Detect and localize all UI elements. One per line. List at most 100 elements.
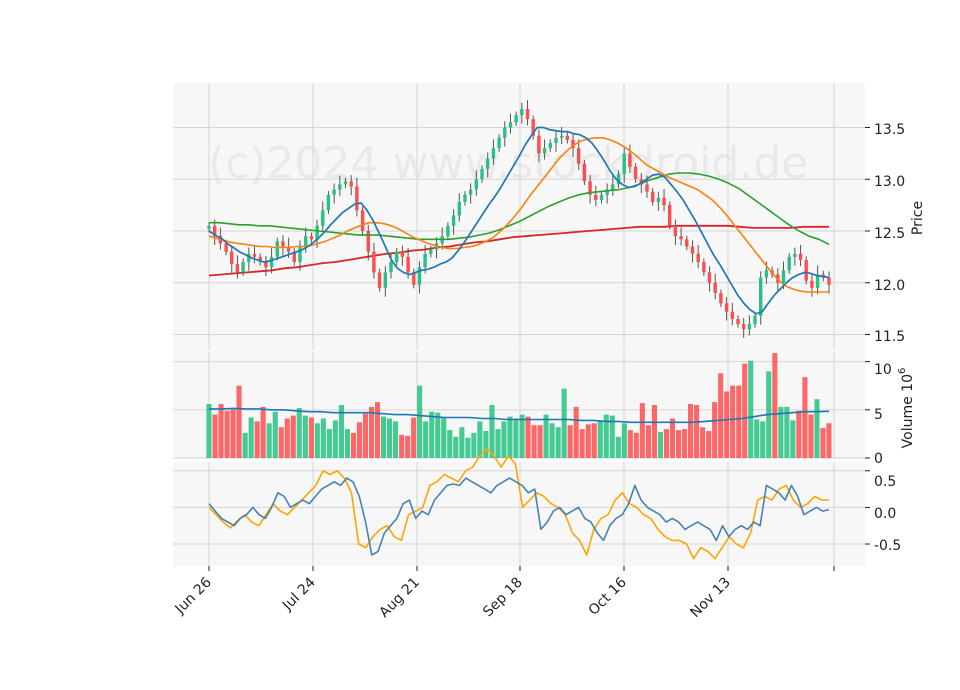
candle-body	[423, 253, 427, 268]
volume-bar	[278, 427, 284, 458]
volume-bar	[561, 388, 567, 458]
candle-body	[315, 225, 319, 240]
candle-body	[332, 189, 336, 195]
volume-bar	[362, 413, 368, 458]
x-tick-label: Nov 13	[687, 575, 733, 621]
candle-body	[247, 253, 251, 263]
volume-bar	[754, 419, 760, 458]
ma-mid-line	[208, 137, 829, 293]
volume-tick-label: 10	[874, 362, 892, 378]
price-tick-label: 11.5	[874, 329, 905, 345]
candle-body	[349, 181, 353, 187]
volume-bar	[585, 424, 591, 458]
candle-body	[224, 243, 228, 252]
volume-bar	[796, 410, 802, 458]
candle-body	[628, 153, 632, 167]
volume-bar	[639, 403, 645, 458]
candle-body	[577, 148, 581, 164]
candle-body	[781, 270, 786, 283]
volume-bar	[302, 415, 308, 458]
moving-average-series	[208, 126, 830, 315]
candle-body	[645, 184, 649, 192]
volume-bar	[387, 418, 393, 458]
volume-bar	[742, 363, 748, 458]
volume-bar	[627, 430, 633, 458]
candle-body	[304, 236, 308, 247]
volume-bar	[663, 429, 669, 458]
candle-body	[326, 194, 331, 211]
candlestick-series	[207, 100, 831, 339]
candle-body	[616, 174, 621, 185]
candle-body	[702, 262, 706, 273]
candle-body	[355, 186, 359, 211]
volume-bar	[308, 417, 314, 458]
candle-body	[275, 241, 279, 257]
x-tick-label: Jul 24	[279, 574, 319, 614]
candle-body	[827, 277, 831, 285]
candle-body	[366, 231, 370, 252]
candle-body	[730, 311, 734, 319]
volume-bar	[814, 399, 820, 458]
candle-body	[747, 324, 752, 330]
volume-bar	[435, 412, 441, 458]
volume-bar	[669, 418, 675, 458]
volume-bar	[615, 436, 621, 458]
volume-bar	[748, 360, 754, 458]
candle-body	[281, 241, 285, 247]
candle-body	[582, 163, 587, 182]
candle-body	[673, 225, 678, 237]
volume-axis-title: Volume 106	[897, 368, 916, 449]
candle-body	[588, 181, 592, 195]
volume-bar	[501, 421, 507, 458]
x-tick-label: Sep 18	[480, 575, 526, 621]
candle-body	[668, 205, 672, 226]
candle-body	[639, 179, 643, 185]
candle-body	[685, 239, 689, 247]
volume-bar	[519, 414, 525, 458]
candle-body	[611, 184, 615, 190]
volume-bar	[700, 427, 706, 458]
volume-bar	[609, 415, 615, 458]
candle-body	[343, 181, 348, 185]
volume-bar	[784, 406, 790, 458]
volume-bar	[411, 417, 417, 458]
volume-bar	[375, 402, 381, 458]
volume-bar	[808, 414, 814, 458]
candle-body	[372, 251, 376, 273]
price-tick-label: 12.0	[874, 278, 905, 294]
volume-bar	[212, 414, 218, 458]
volume-bar	[567, 425, 573, 458]
volume-bar	[591, 423, 597, 458]
volume-tick-label: 0	[874, 451, 883, 467]
volume-bar	[320, 418, 326, 458]
volume-bar	[356, 422, 362, 458]
candle-body	[554, 137, 558, 143]
volume-bar	[326, 429, 332, 458]
candle-body	[622, 153, 626, 175]
volume-bar	[694, 405, 700, 458]
volume-bar	[495, 429, 501, 458]
ma-200-series	[208, 224, 829, 277]
volume-bar	[459, 427, 465, 458]
candle-body	[594, 194, 598, 200]
candle-body	[798, 253, 803, 260]
volume-bar	[447, 430, 453, 458]
candle-body	[793, 253, 797, 257]
candle-body	[377, 272, 382, 288]
volume-bar	[405, 435, 411, 458]
volume-bar	[218, 404, 224, 458]
volume-bar	[736, 385, 742, 458]
volume-bar	[332, 420, 338, 458]
candle-body	[742, 324, 746, 330]
candle-body	[486, 158, 490, 169]
candle-body	[565, 135, 569, 140]
candle-body	[503, 127, 507, 138]
candle-body	[531, 119, 535, 136]
volume-bar	[423, 421, 429, 458]
volume-bar	[338, 405, 344, 458]
volume-bar	[260, 406, 266, 458]
watermark: (c)2024 www.stockdroid.de	[208, 138, 808, 189]
candle-body	[286, 246, 291, 252]
volume-bar	[477, 421, 483, 458]
volume-bar	[272, 411, 278, 458]
